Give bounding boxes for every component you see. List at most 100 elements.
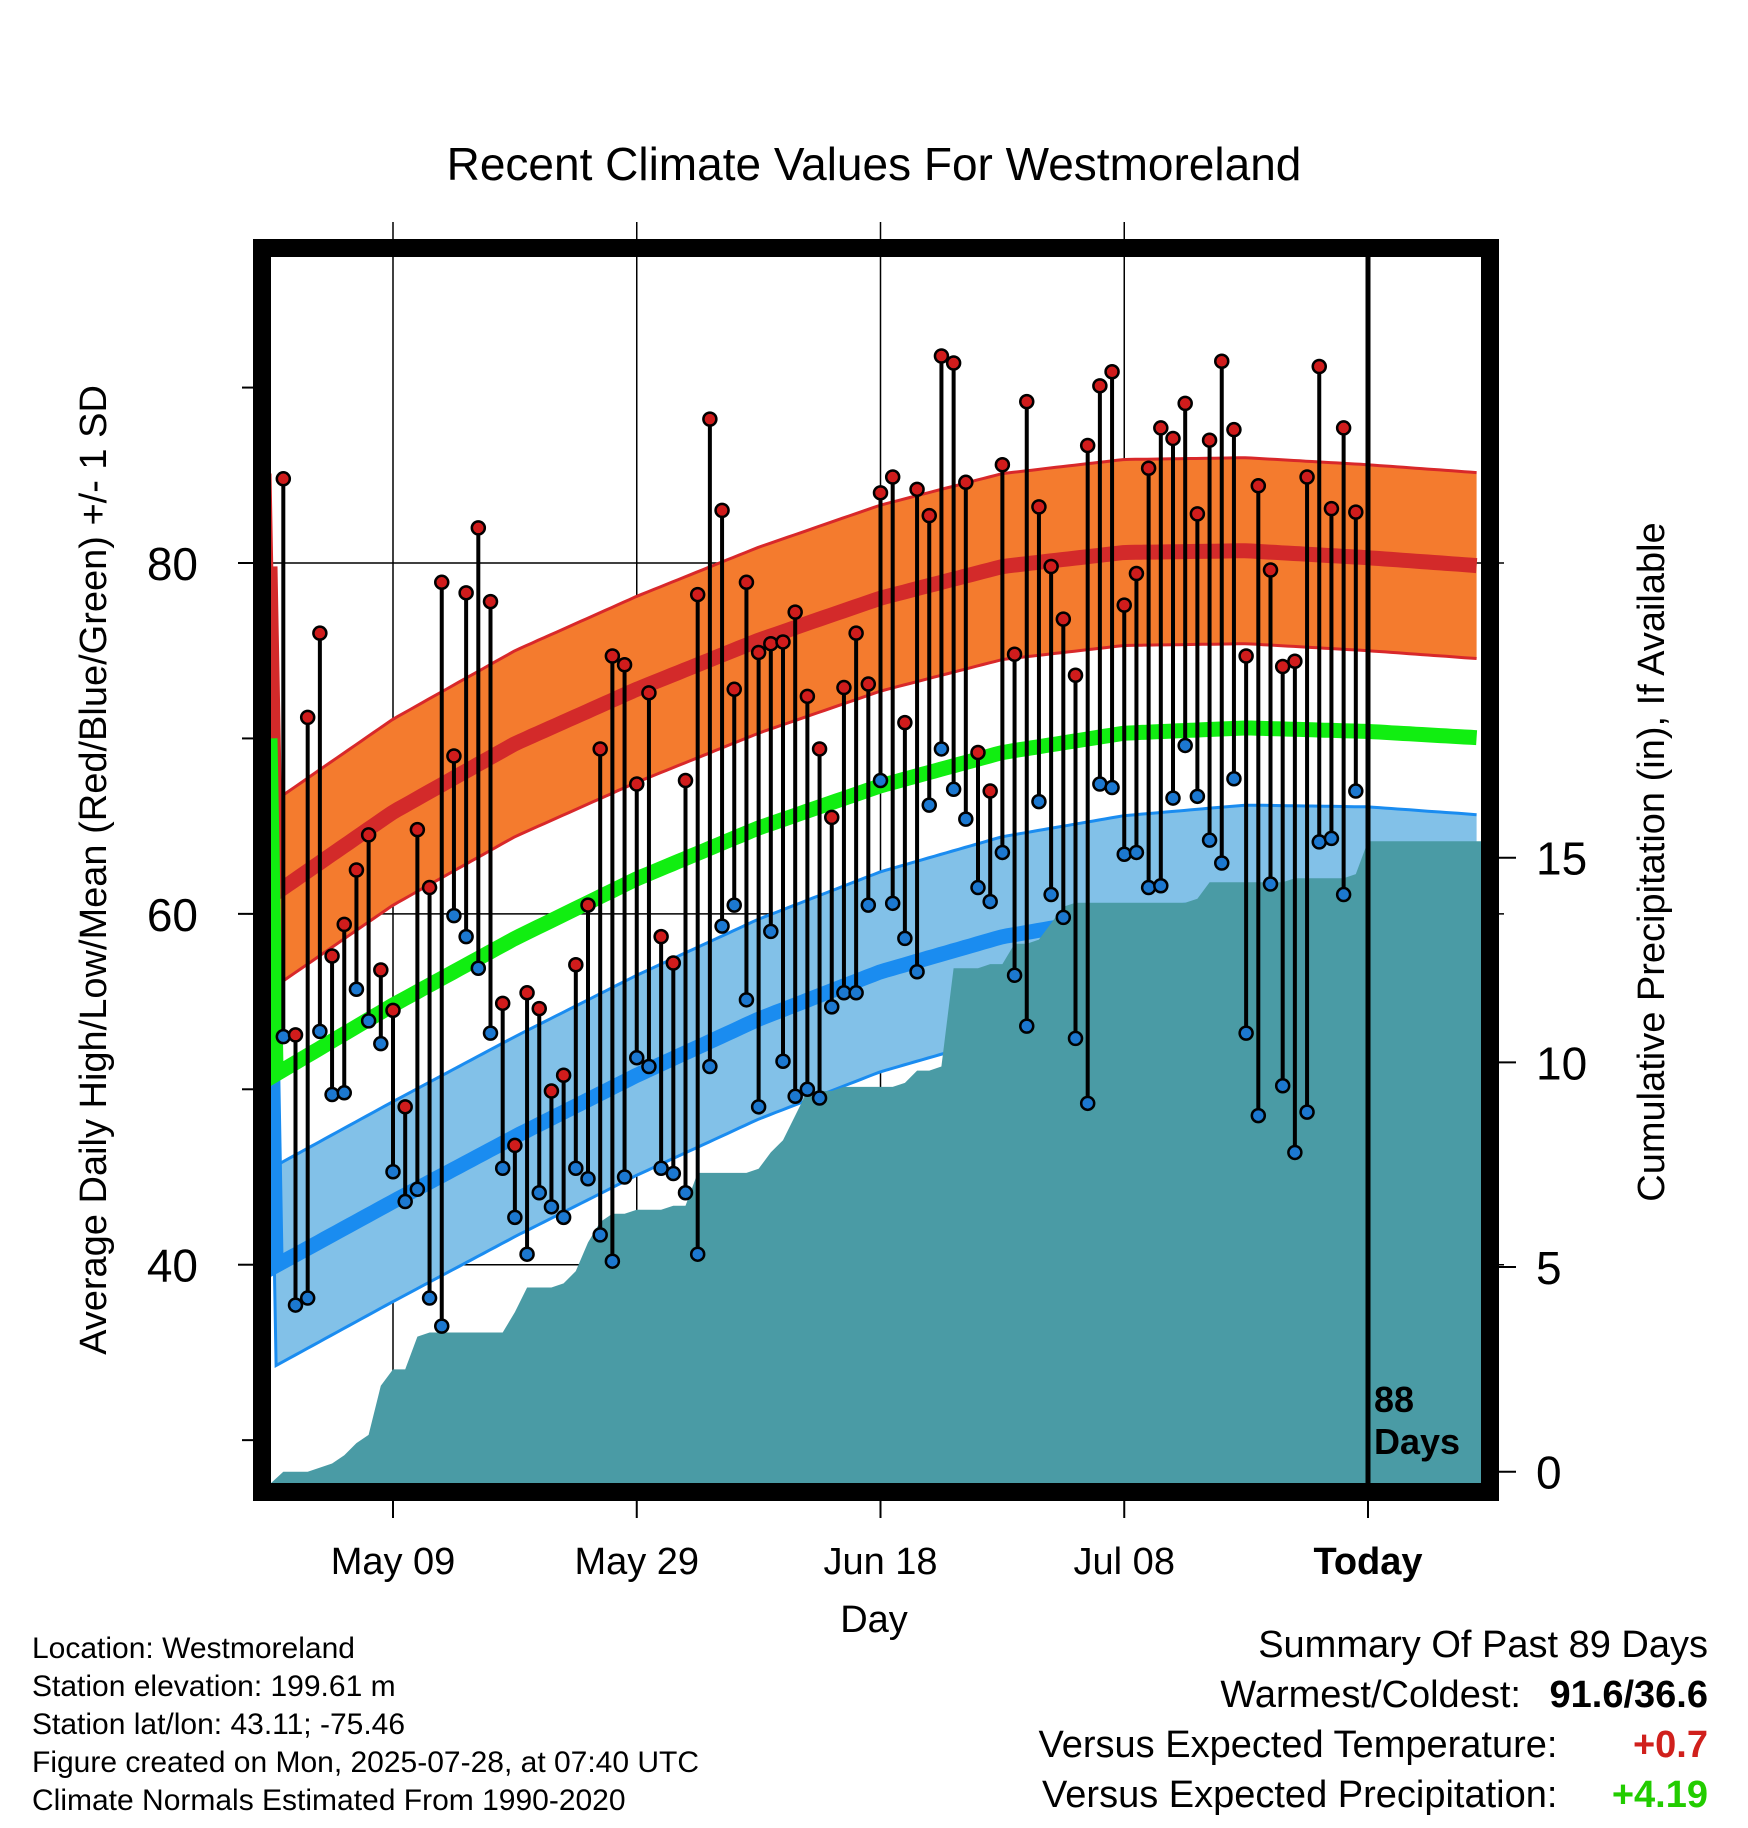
high-point: [299, 709, 316, 726]
high-point: [519, 985, 535, 1001]
high-point: [714, 502, 730, 519]
low-point: [982, 893, 998, 910]
low-point: [482, 1025, 499, 1041]
low-point: [458, 928, 474, 945]
warmest-coldest-value: 91.6/36.6: [1549, 1674, 1708, 1716]
low-point: [1104, 779, 1120, 796]
warmest-coldest-row: Warmest/Coldest: 91.6/36.6: [1039, 1670, 1708, 1720]
y2-tick-label: 0: [1536, 1447, 1562, 1499]
high-point: [470, 520, 487, 536]
x-axis-label: Day: [840, 1599, 908, 1641]
low-point: [336, 1085, 352, 1101]
high-point: [1116, 597, 1132, 613]
high-point: [507, 1137, 523, 1154]
high-point: [1189, 506, 1206, 522]
high-point: [653, 928, 669, 945]
high-point: [811, 741, 828, 757]
today-label-days: Days: [1374, 1421, 1460, 1462]
high-point: [543, 1083, 560, 1099]
high-point: [482, 593, 499, 610]
high-lower-edge: [268, 642, 1477, 989]
low-point: [921, 797, 937, 813]
high-point: [1104, 364, 1120, 380]
y-tick-label: 60: [147, 889, 198, 941]
high-point: [604, 648, 621, 664]
low-point: [933, 741, 950, 757]
high-point: [1323, 500, 1340, 517]
high-point: [1287, 653, 1303, 669]
precip-vs-expected-row: Versus Expected Precipitation: +4.19: [1039, 1770, 1708, 1820]
x-tick-label: May 29: [574, 1541, 699, 1583]
high-point: [665, 955, 682, 971]
low-point: [958, 811, 974, 827]
low-point: [555, 1209, 572, 1226]
high-point: [580, 897, 596, 913]
high-point: [360, 827, 377, 843]
low-point: [1238, 1025, 1254, 1041]
low-upper-edge: [268, 803, 1477, 1168]
high-point: [1043, 558, 1059, 575]
low-point: [689, 1246, 706, 1262]
high-point: [1019, 393, 1035, 410]
high-point: [287, 1027, 304, 1043]
y2-tick-label: 15: [1536, 833, 1587, 885]
low-point: [1189, 788, 1206, 805]
high-point: [1177, 395, 1193, 412]
low-point: [543, 1199, 560, 1215]
low-point: [763, 923, 779, 940]
high-point: [1067, 667, 1084, 684]
low-point: [1153, 878, 1169, 894]
low-point: [1019, 1018, 1035, 1034]
temp-vs-expected-label: Versus Expected Temperature:: [1038, 1724, 1558, 1766]
low-point: [1165, 790, 1181, 806]
low-point: [1128, 844, 1145, 861]
high-point: [1238, 648, 1254, 664]
low-point: [1274, 1078, 1291, 1094]
low-point: [665, 1165, 682, 1182]
low-point: [811, 1090, 828, 1106]
low-point: [507, 1209, 523, 1226]
low-point: [872, 772, 889, 789]
y2-tick-label: 10: [1536, 1037, 1587, 1089]
high-point: [970, 744, 986, 761]
high-point: [763, 635, 779, 652]
low-point: [1043, 886, 1059, 903]
high-point: [1226, 421, 1242, 438]
high-point: [677, 772, 694, 789]
low-point: [324, 1086, 340, 1103]
low-point: [1177, 737, 1193, 754]
high-point: [1262, 562, 1279, 578]
chart-title: Recent Climate Values For Westmoreland: [447, 138, 1302, 190]
y2-tick-label: 5: [1536, 1242, 1562, 1294]
precip-area-layer: [270, 841, 1482, 1484]
high-point: [1250, 478, 1267, 494]
high-point: [750, 644, 767, 661]
high-point: [531, 1000, 547, 1017]
low-point: [397, 1193, 413, 1210]
low-point: [409, 1181, 426, 1198]
low-point: [446, 907, 462, 924]
temp-vs-expected-row: Versus Expected Temperature: +0.7: [1039, 1720, 1708, 1770]
y-tick-label: 80: [147, 538, 198, 590]
low-point: [1287, 1144, 1303, 1161]
high-point: [373, 962, 389, 978]
precip-vs-expected-label: Versus Expected Precipitation:: [1042, 1774, 1558, 1816]
high-point: [738, 574, 755, 591]
high-point: [689, 586, 706, 603]
high-point: [958, 474, 974, 491]
high-point: [884, 469, 901, 485]
high-point: [494, 995, 511, 1012]
high-point: [799, 688, 816, 705]
low-point: [1250, 1107, 1267, 1124]
x-tick-label: Today: [1313, 1541, 1422, 1583]
high-point: [348, 862, 365, 878]
low-point: [275, 1028, 292, 1045]
low-point: [1214, 855, 1230, 871]
low-point: [848, 985, 864, 1001]
high-mean-line: [262, 543, 1478, 907]
low-point: [1335, 886, 1352, 903]
low-point: [884, 895, 901, 912]
low-point: [1299, 1104, 1315, 1120]
location-text: Location: Westmoreland: [32, 1632, 355, 1665]
precip-area: [270, 841, 1482, 1484]
